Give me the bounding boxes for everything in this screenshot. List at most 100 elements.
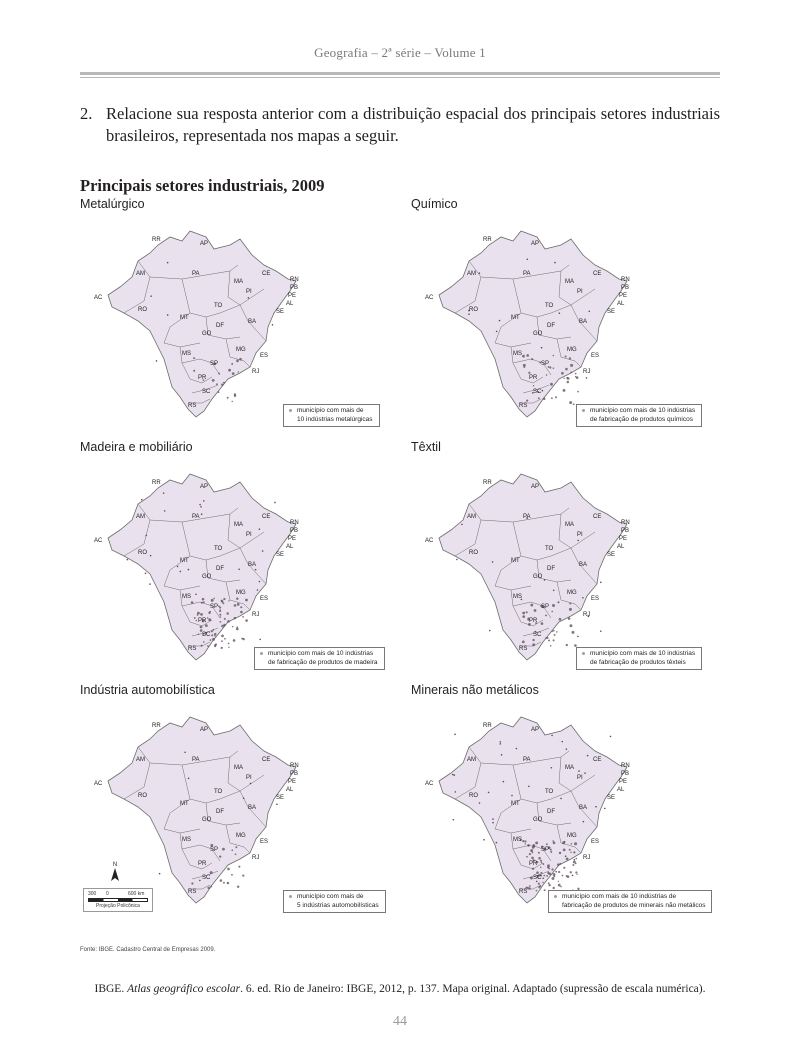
municipality-dot	[543, 847, 546, 850]
legend-line: município com mais de 10 indústrias	[590, 407, 696, 414]
state-label-to: TO	[545, 303, 554, 309]
municipality-dot	[200, 644, 203, 647]
state-border	[179, 346, 221, 376]
state-border	[225, 824, 251, 854]
municipality-dot	[532, 638, 535, 642]
municipality-dot	[559, 862, 562, 865]
state-label-ce: CE	[593, 514, 601, 520]
state-label-pr: PR	[198, 375, 207, 381]
state-label-rs: RS	[188, 646, 196, 652]
state-label-pi: PI	[246, 775, 252, 781]
municipality-dot	[214, 645, 216, 648]
state-label-ms: MS	[182, 594, 191, 600]
municipality-dot	[245, 619, 248, 622]
municipality-dot	[565, 874, 568, 877]
state-label-df: DF	[547, 566, 555, 572]
state-label-se: SE	[276, 795, 284, 801]
municipality-dot	[557, 601, 560, 604]
municipality-dot	[549, 645, 552, 647]
municipality-dot	[227, 867, 230, 871]
legend-metalurgico: município com mais de 10 indústrias meta…	[283, 404, 380, 427]
municipality-dot	[548, 884, 551, 887]
state-label-ce: CE	[593, 757, 601, 763]
municipality-dot	[218, 605, 220, 608]
municipality-dot	[242, 637, 245, 641]
state-label-mg: MG	[567, 347, 577, 353]
citation: IBGE. Atlas geográfico escolar. 6. ed. R…	[0, 983, 800, 995]
municipality-dot	[519, 839, 522, 841]
municipality-dot	[203, 500, 205, 502]
municipality-dot	[176, 565, 179, 568]
municipality-dot	[526, 855, 528, 858]
municipality-dot	[572, 860, 576, 864]
municipality-dot	[577, 539, 579, 542]
municipality-dot	[548, 867, 551, 870]
state-label-se: SE	[607, 795, 615, 801]
state-label-ma: MA	[234, 279, 243, 285]
state-label-ba: BA	[579, 805, 587, 811]
state-border	[181, 362, 213, 384]
municipality-dot	[254, 568, 257, 571]
legend-line: de fabricação de produtos de madeira	[268, 658, 378, 666]
municipality-dot	[554, 261, 556, 264]
municipality-dot	[552, 367, 555, 370]
state-label-mg: MG	[236, 590, 246, 596]
municipality-dot	[569, 401, 573, 405]
municipality-dot	[210, 598, 214, 602]
state-border	[123, 762, 151, 800]
municipality-dot	[531, 358, 534, 361]
municipality-dot	[529, 876, 533, 880]
municipality-dot	[545, 374, 548, 376]
state-border	[536, 802, 572, 826]
municipality-dot	[570, 842, 573, 845]
state-border	[219, 790, 267, 828]
municipality-dot	[238, 568, 240, 571]
municipality-dot	[552, 589, 555, 592]
municipality-dot	[560, 885, 562, 888]
municipality-dot	[149, 554, 152, 557]
state-border	[205, 802, 241, 826]
municipality-dot	[210, 843, 214, 847]
state-border	[512, 278, 552, 318]
municipality-dot	[227, 642, 230, 645]
state-label-rj: RJ	[583, 612, 590, 618]
municipality-dot	[478, 272, 481, 274]
state-label-ma: MA	[565, 279, 574, 285]
municipality-dot	[495, 841, 498, 844]
legend-quimico: município com mais de 10 indústrias de f…	[576, 404, 703, 427]
state-label-sc: SC	[202, 389, 211, 395]
municipality-dot	[242, 615, 244, 618]
state-label-se: SE	[276, 552, 284, 558]
municipality-dot	[454, 733, 456, 736]
municipality-dot	[228, 600, 230, 602]
municipality-dot	[551, 397, 553, 400]
state-label-rn: RN	[621, 763, 630, 769]
state-label-es: ES	[260, 839, 268, 845]
state-label-se: SE	[607, 309, 615, 315]
state-label-am: AM	[136, 757, 145, 763]
state-label-rr: RR	[152, 480, 161, 486]
state-label-ms: MS	[513, 594, 522, 600]
municipality-dot	[140, 498, 143, 501]
municipality-dot	[527, 844, 530, 847]
municipality-dot	[221, 624, 224, 628]
state-label-ap: AP	[531, 727, 539, 733]
page-number: 44	[393, 1014, 407, 1029]
state-label-ba: BA	[248, 805, 256, 811]
state-border	[519, 884, 542, 890]
municipality-dot	[204, 631, 208, 635]
state-label-ro: RO	[138, 550, 147, 556]
municipality-dot	[542, 863, 545, 865]
municipality-dot	[540, 861, 543, 864]
state-border	[536, 316, 572, 340]
legend-line: município com mais de 10 indústrias	[268, 650, 374, 657]
municipality-dot	[491, 561, 494, 563]
map-title-quimico: Químico	[411, 197, 458, 211]
municipality-dot	[552, 629, 555, 632]
municipality-dot	[190, 601, 194, 604]
legend-dot-icon	[260, 652, 263, 655]
municipality-dot	[236, 359, 239, 363]
municipality-dot	[551, 876, 555, 880]
state-label-rn: RN	[290, 277, 299, 283]
municipality-dot	[572, 863, 575, 867]
